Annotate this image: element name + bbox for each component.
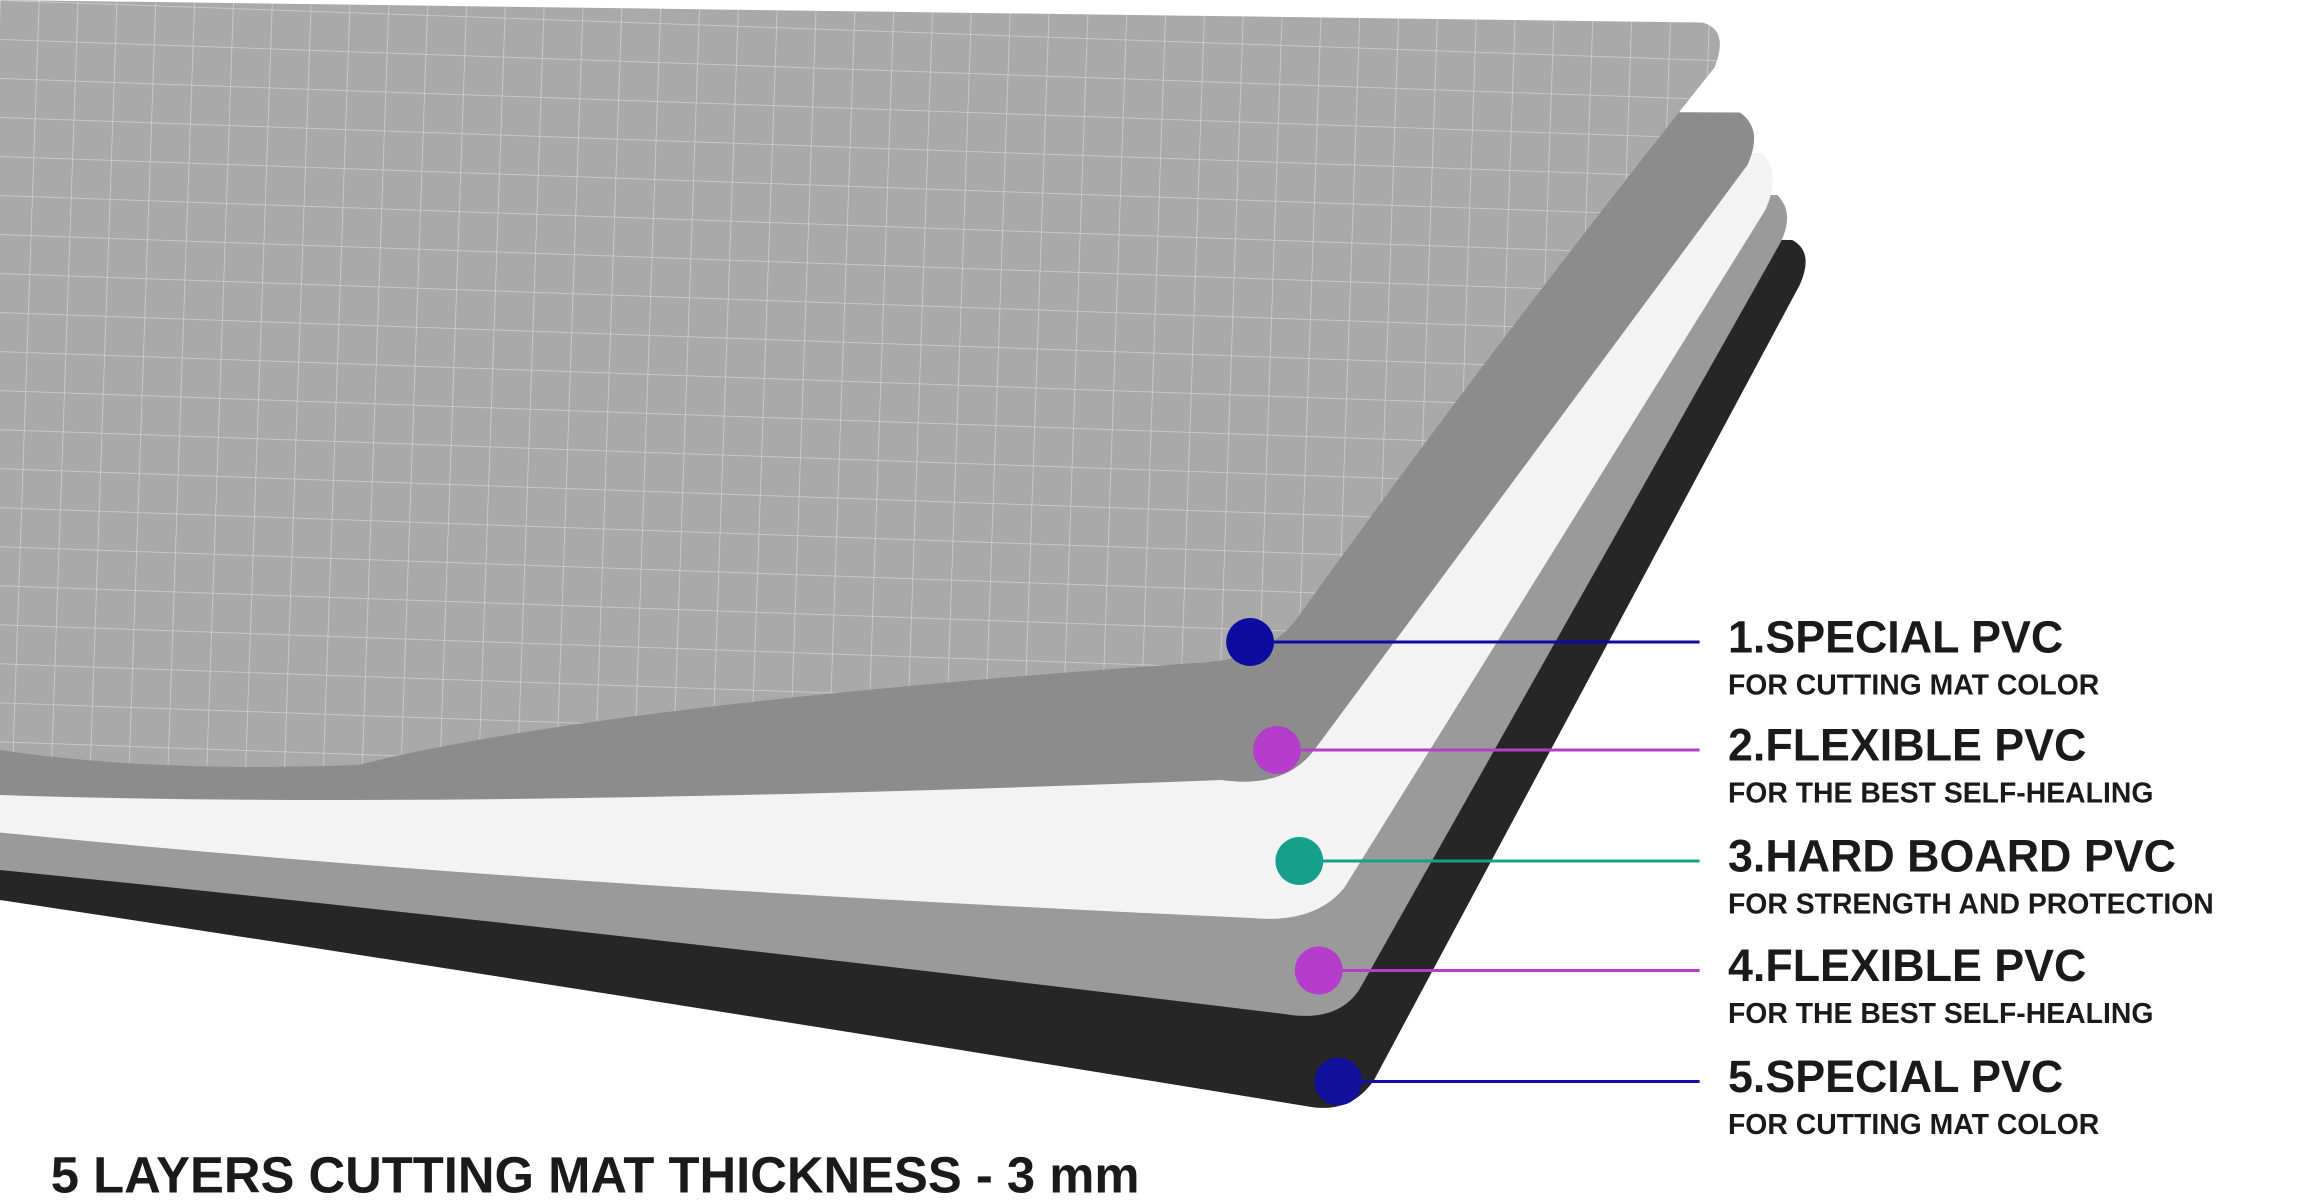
layer-description: FOR CUTTING MAT COLOR: [1728, 669, 2099, 701]
layer-description: FOR THE BEST SELF-HEALING: [1728, 777, 2153, 809]
layer-name: 1.SPECIAL PVC: [1728, 611, 2063, 662]
layer-name: 2.FLEXIBLE PVC: [1728, 719, 2086, 770]
layer-name: 4.FLEXIBLE PVC: [1728, 940, 2086, 991]
title: 5 LAYERS CUTTING MAT THICKNESS - 3 mm: [51, 1146, 1140, 1200]
layer-dot: [1253, 726, 1301, 774]
mat-layers: [0, 0, 1806, 1108]
layer-dot: [1314, 1057, 1363, 1106]
layer-labels: 1.SPECIAL PVC FOR CUTTING MAT COLOR 2.FLEX…: [1226, 611, 2214, 1141]
layer-name: 5.SPECIAL PVC: [1728, 1051, 2063, 1102]
layer-dot: [1226, 618, 1274, 666]
layer-dot: [1294, 946, 1343, 995]
layer-dot: [1275, 837, 1324, 885]
layer-description: FOR STRENGTH AND PROTECTION: [1728, 888, 2214, 920]
layer-name: 3.HARD BOARD PVC: [1728, 830, 2176, 881]
layer-description: FOR CUTTING MAT COLOR: [1728, 1109, 2099, 1141]
layer-description: FOR THE BEST SELF-HEALING: [1728, 998, 2153, 1030]
